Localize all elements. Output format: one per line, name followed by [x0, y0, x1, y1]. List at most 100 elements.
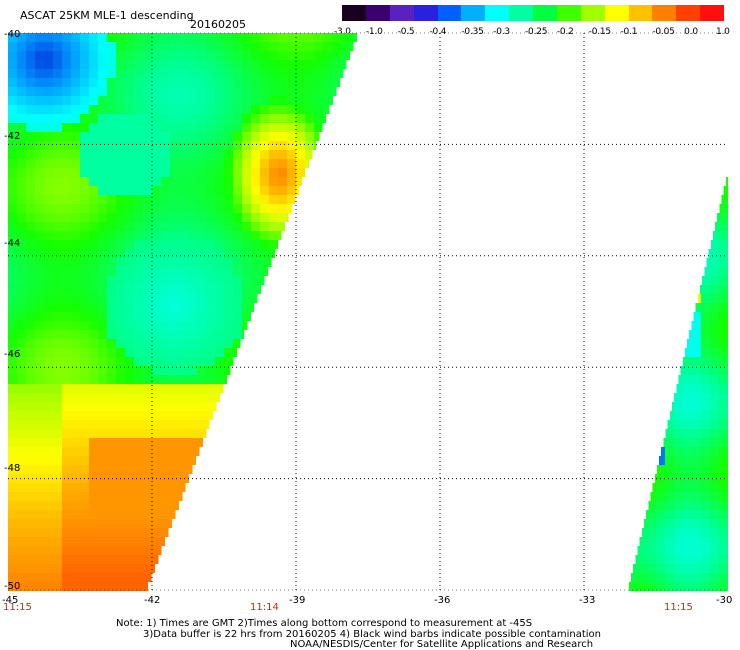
swath-cell [233, 276, 242, 285]
swath-cell [683, 528, 692, 537]
swath-cell [179, 195, 188, 204]
swath-cell [134, 474, 143, 483]
swath-cell [71, 438, 80, 447]
swath-cell [233, 42, 242, 51]
swath-cell [35, 357, 44, 366]
swath-cell [143, 357, 152, 366]
colorbar-swatch [485, 5, 510, 21]
swath-cell [53, 537, 62, 546]
swath-cell [667, 420, 674, 429]
swath-cell [242, 249, 251, 258]
swath-cell [107, 501, 116, 510]
swath-cell [44, 402, 53, 411]
swath-cell [683, 393, 692, 402]
swath-cell [80, 78, 89, 87]
swath-cell [80, 141, 89, 150]
swath-cell [143, 339, 152, 348]
swath-cell [62, 465, 71, 474]
swath-cell [206, 231, 215, 240]
swath-cell [170, 42, 179, 51]
swath-cell [206, 285, 215, 294]
swath-cell [44, 105, 53, 114]
swath-cell [179, 492, 183, 501]
swath-cell [125, 258, 134, 267]
swath-cell [44, 501, 53, 510]
swath-cell [278, 168, 287, 177]
swath-cell [44, 204, 53, 213]
swath-cell [26, 213, 35, 222]
swath-cell [674, 528, 683, 537]
swath-cell [89, 420, 98, 429]
swath-cell [260, 186, 269, 195]
swath-cell [62, 303, 71, 312]
swath-cell [53, 249, 62, 258]
swath-cell [89, 141, 98, 150]
swath-cell [98, 321, 107, 330]
swath-cell [152, 222, 161, 231]
swath-cell [197, 141, 206, 150]
swath-cell [17, 222, 26, 231]
swath-cell [233, 123, 242, 132]
swath-cell [188, 159, 197, 168]
swath-cell [242, 330, 244, 339]
swath-cell [710, 519, 719, 528]
swath-cell [674, 573, 683, 582]
swath-cell [116, 105, 125, 114]
swath-cell [26, 465, 35, 474]
swath-cell [260, 123, 269, 132]
swath-cell [80, 60, 89, 69]
swath-cell [717, 213, 719, 222]
swath-cell [161, 528, 169, 537]
swath-cell [206, 204, 215, 213]
swath-cell [170, 231, 179, 240]
swath-cell [71, 483, 80, 492]
swath-cell [53, 375, 62, 384]
swath-cell [206, 294, 215, 303]
swath-cell [26, 114, 35, 123]
swath-cell [332, 42, 341, 51]
swath-cell [125, 276, 134, 285]
swath-cell [107, 240, 116, 249]
swath-cell [701, 384, 710, 393]
swath-cell [134, 303, 143, 312]
swath-cell [719, 429, 728, 438]
swath-cell [260, 78, 269, 87]
swath-cell [98, 132, 107, 141]
swath-cell [188, 411, 197, 420]
swath-cell [89, 312, 98, 321]
swath-cell [80, 213, 89, 222]
swath-cell [224, 168, 233, 177]
swath-cell [62, 105, 71, 114]
swath-cell [116, 150, 125, 159]
swath-cell [287, 204, 292, 213]
swath-cell [215, 51, 224, 60]
swath-cell [71, 573, 80, 582]
swath-cell [350, 33, 357, 42]
swath-cell [161, 393, 170, 402]
swath-cell [44, 285, 53, 294]
swath-cell [17, 528, 26, 537]
swath-cell [179, 87, 188, 96]
swath-cell [278, 114, 287, 123]
swath-cell [107, 231, 116, 240]
swath-cell [206, 168, 215, 177]
swath-cell [314, 42, 323, 51]
swath-cell [260, 177, 269, 186]
swath-cell [701, 438, 710, 447]
swath-cell [701, 294, 710, 303]
swath-cell [80, 492, 89, 501]
swath-cell [710, 357, 719, 366]
colorbar-swatch [580, 5, 605, 21]
swath-cell [98, 114, 107, 123]
swath-cell [62, 285, 71, 294]
swath-cell [89, 537, 98, 546]
swath-cell [98, 330, 107, 339]
swath-cell [161, 483, 170, 492]
swath-cell [296, 51, 305, 60]
swath-cell [170, 123, 179, 132]
swath-cell [89, 33, 98, 42]
swath-cell [125, 330, 134, 339]
swath-cell [646, 510, 647, 519]
swath-cell [674, 555, 683, 564]
swath-cell [8, 285, 17, 294]
